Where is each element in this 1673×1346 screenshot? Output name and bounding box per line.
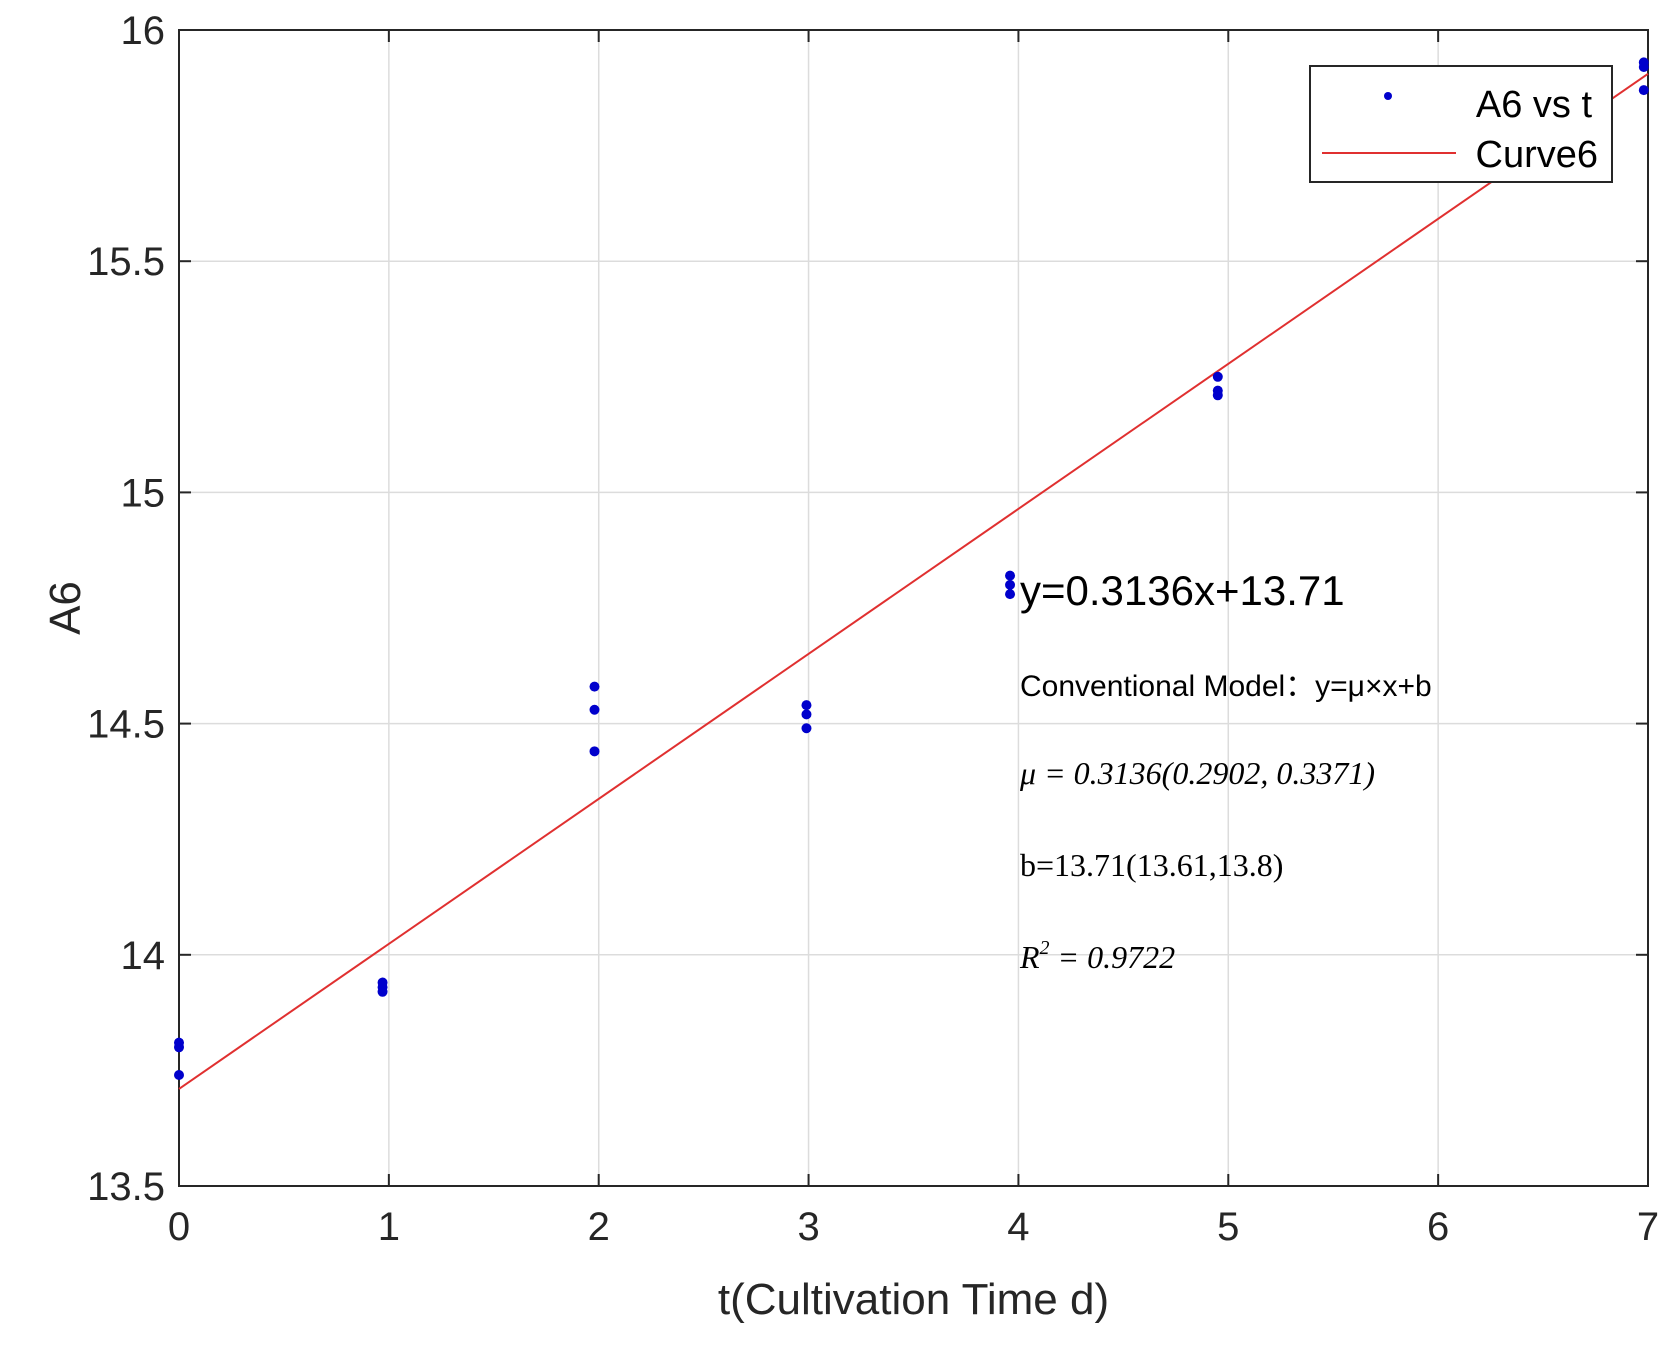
y-tick-label: 14 <box>121 934 166 978</box>
data-point <box>1005 589 1016 600</box>
y-tick-labels: 13.5 14 14.5 15 15.5 16 <box>87 9 165 1209</box>
x-tick-label: 3 <box>797 1205 819 1249</box>
data-point <box>589 704 600 715</box>
axis-ticks <box>178 29 1649 1187</box>
r-squared-label: R2 = 0.9722 <box>1019 937 1175 975</box>
data-point <box>801 723 812 734</box>
data-point <box>589 746 600 757</box>
x-tick-label: 0 <box>168 1205 190 1249</box>
x-tick-label: 7 <box>1637 1205 1659 1249</box>
x-tick-label: 5 <box>1217 1205 1239 1249</box>
b-label: b=13.71(13.61,13.8) <box>1020 847 1283 883</box>
x-tick-label: 1 <box>378 1205 400 1249</box>
x-axis-title: t(Cultivation Time d) <box>718 1275 1109 1324</box>
legend-box <box>1309 65 1613 183</box>
fit-line <box>178 73 1649 1090</box>
legend-marker-points <box>1384 92 1392 100</box>
data-point <box>1212 390 1223 401</box>
data-point <box>801 709 812 720</box>
r-squared-value: = 0.9722 <box>1050 939 1176 975</box>
legend: A6 vs t Curve6 <box>1309 65 1613 183</box>
x-tick-label: 4 <box>1007 1205 1029 1249</box>
data-point <box>1005 570 1016 581</box>
data-point <box>589 681 600 692</box>
data-point <box>1212 371 1223 382</box>
y-tick-label: 14.5 <box>87 703 165 747</box>
equation-label: y=0.3136x+13.71 <box>1020 567 1345 614</box>
data-point <box>1638 61 1649 72</box>
data-point <box>801 700 812 711</box>
y-tick-label: 15.5 <box>87 240 165 284</box>
y-tick-label: 15 <box>121 471 166 515</box>
x-tick-label: 6 <box>1427 1205 1449 1249</box>
data-point <box>174 1042 184 1053</box>
data-point <box>174 1070 184 1081</box>
x-tick-labels: 0 1 2 3 4 5 6 7 <box>168 1205 1659 1249</box>
legend-label-line: Curve6 <box>1476 134 1599 176</box>
x-tick-label: 2 <box>588 1205 610 1249</box>
r-squared-superscript: 2 <box>1040 937 1050 959</box>
model-label: Conventional Model：y=μ×x+b <box>1020 670 1432 703</box>
legend-label-points: A6 vs t <box>1476 84 1593 126</box>
plot-area <box>178 29 1649 1187</box>
y-axis-title: A6 <box>41 581 90 635</box>
data-point <box>1005 579 1016 590</box>
y-tick-label: 16 <box>121 9 166 53</box>
data-point <box>1638 85 1649 96</box>
data-point <box>377 986 388 997</box>
grid <box>178 29 1649 1187</box>
mu-label: μ = 0.3136(0.2902, 0.3371) <box>1019 755 1375 791</box>
r-squared-symbol: R <box>1019 939 1040 975</box>
fit-line-path <box>178 73 1649 1090</box>
fit-annotations: y=0.3136x+13.71 Conventional Model：y=μ×x… <box>1019 567 1432 975</box>
y-tick-label: 13.5 <box>87 1165 165 1209</box>
data-points <box>174 57 1649 1081</box>
